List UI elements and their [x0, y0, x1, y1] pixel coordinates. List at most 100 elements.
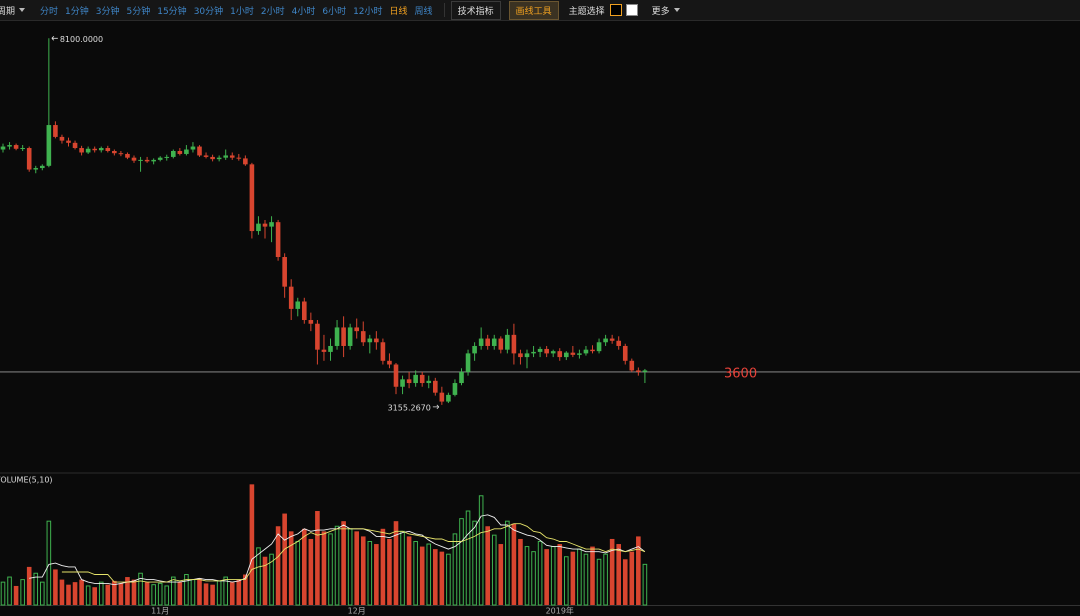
- candle-body: [151, 159, 156, 162]
- interval-tab[interactable]: 15分钟: [157, 6, 187, 17]
- volume-bar: [92, 587, 97, 605]
- tool-button[interactable]: 画线工具: [508, 0, 559, 20]
- interval-tab[interactable]: 1小时: [230, 6, 254, 17]
- volume-bar: [564, 556, 569, 606]
- volume-bar: [413, 541, 418, 606]
- candle-body: [485, 338, 490, 346]
- high-arrow: [51, 36, 58, 41]
- volume-bar: [302, 528, 307, 605]
- volume-bar: [184, 574, 189, 606]
- candle-body: [210, 156, 215, 160]
- candle-body: [557, 351, 563, 358]
- volume-bar: [393, 521, 399, 605]
- volume-bar: [596, 558, 602, 606]
- volume-bar: [85, 585, 91, 606]
- volume-bar: [243, 574, 248, 605]
- toolbar: 周期 分时 1分钟 3分钟 5分钟 15分钟 30分钟 1小时 2小时 4小时 6小时 12小时 日线周…: [0, 0, 1080, 21]
- interval-tab[interactable]: 5分钟: [126, 6, 151, 17]
- candle-body: [321, 349, 327, 352]
- caret-icon: [19, 8, 26, 12]
- candle-body: [7, 145, 12, 147]
- interval-tab[interactable]: 日线: [389, 6, 408, 17]
- candle-body: [190, 146, 196, 150]
- candle-body: [446, 394, 451, 402]
- candle-body: [282, 257, 287, 287]
- candle-body: [360, 331, 366, 343]
- volume-bar: [360, 536, 366, 605]
- candle-body: [92, 148, 97, 151]
- candle-body: [367, 338, 373, 343]
- caret-icon: [673, 8, 680, 12]
- candle-body: [380, 342, 386, 361]
- volume-bar: [288, 531, 294, 605]
- candle-body: [413, 374, 418, 384]
- interval-tab[interactable]: 30分钟: [193, 6, 224, 17]
- candle-body: [439, 392, 445, 402]
- candle-body: [13, 145, 19, 149]
- candle-body: [622, 345, 628, 361]
- candle-body: [59, 136, 65, 141]
- volume-bar: [583, 553, 589, 606]
- caret-shape: [673, 8, 680, 12]
- volume-bar: [275, 526, 281, 605]
- interval-tab[interactable]: 2小时: [260, 6, 285, 17]
- volume-bar: [210, 584, 215, 605]
- candle-body: [295, 301, 301, 309]
- volume-bar: [570, 551, 576, 605]
- volume-bar: [433, 549, 438, 605]
- candle-body: [577, 353, 582, 355]
- volume-bar: [269, 553, 274, 606]
- volume-bar: [321, 531, 327, 605]
- volume-bar: [216, 580, 222, 606]
- volume-bar: [144, 582, 150, 605]
- volume-bar: [98, 581, 104, 606]
- volume-bar: [334, 525, 340, 606]
- volume-bar: [236, 579, 242, 605]
- volume-bar: [249, 484, 255, 605]
- tool-button[interactable]: 技术指标: [450, 0, 501, 20]
- interval-tab[interactable]: 周线: [414, 6, 433, 17]
- interval-tab[interactable]: 6小时: [322, 6, 347, 17]
- candle-body: [157, 157, 163, 160]
- candle-body: [138, 159, 143, 161]
- interval-tab[interactable]: 12小时: [353, 6, 383, 17]
- theme-light[interactable]: [625, 4, 638, 16]
- interval-tab[interactable]: 4小时: [291, 6, 316, 17]
- candle-body: [433, 380, 438, 393]
- volume-bar: [308, 538, 314, 605]
- interval-tab[interactable]: 1分钟: [65, 6, 89, 17]
- interval-tab[interactable]: 分时: [40, 6, 59, 17]
- volume-bar: [262, 556, 268, 605]
- theme-dark[interactable]: [609, 4, 622, 16]
- volume-bar: [577, 548, 582, 606]
- volume-bar: [485, 526, 490, 605]
- candle-body: [125, 153, 130, 158]
- candle-body: [40, 165, 45, 169]
- candle-body: [609, 338, 615, 341]
- volume-bar: [609, 538, 615, 605]
- volume-bar: [59, 579, 65, 605]
- interval-tab[interactable]: 3分钟: [95, 6, 120, 17]
- candle-body: [46, 125, 52, 166]
- period-menu[interactable]: 周期: [0, 6, 16, 17]
- volume-bar: [439, 551, 445, 605]
- volume-bar: [478, 495, 484, 606]
- candle-body: [400, 379, 405, 387]
- more-menu[interactable]: 更多: [651, 6, 670, 17]
- candle-body: [616, 340, 621, 346]
- candle-body: [229, 155, 235, 158]
- volume-bar: [315, 511, 320, 605]
- candle-body: [256, 223, 261, 232]
- ma-line: [61, 523, 646, 583]
- candle-body: [452, 383, 458, 395]
- candle-body: [472, 345, 477, 354]
- volume-bar: [112, 580, 117, 605]
- candle-body: [164, 156, 170, 158]
- volume-bar: [138, 572, 143, 606]
- candle-body: [419, 374, 425, 384]
- candle-body: [564, 352, 569, 358]
- caret-shape: [19, 8, 26, 12]
- candle-body: [590, 349, 595, 352]
- volume-bar: [465, 510, 471, 606]
- volume-bar: [550, 546, 556, 606]
